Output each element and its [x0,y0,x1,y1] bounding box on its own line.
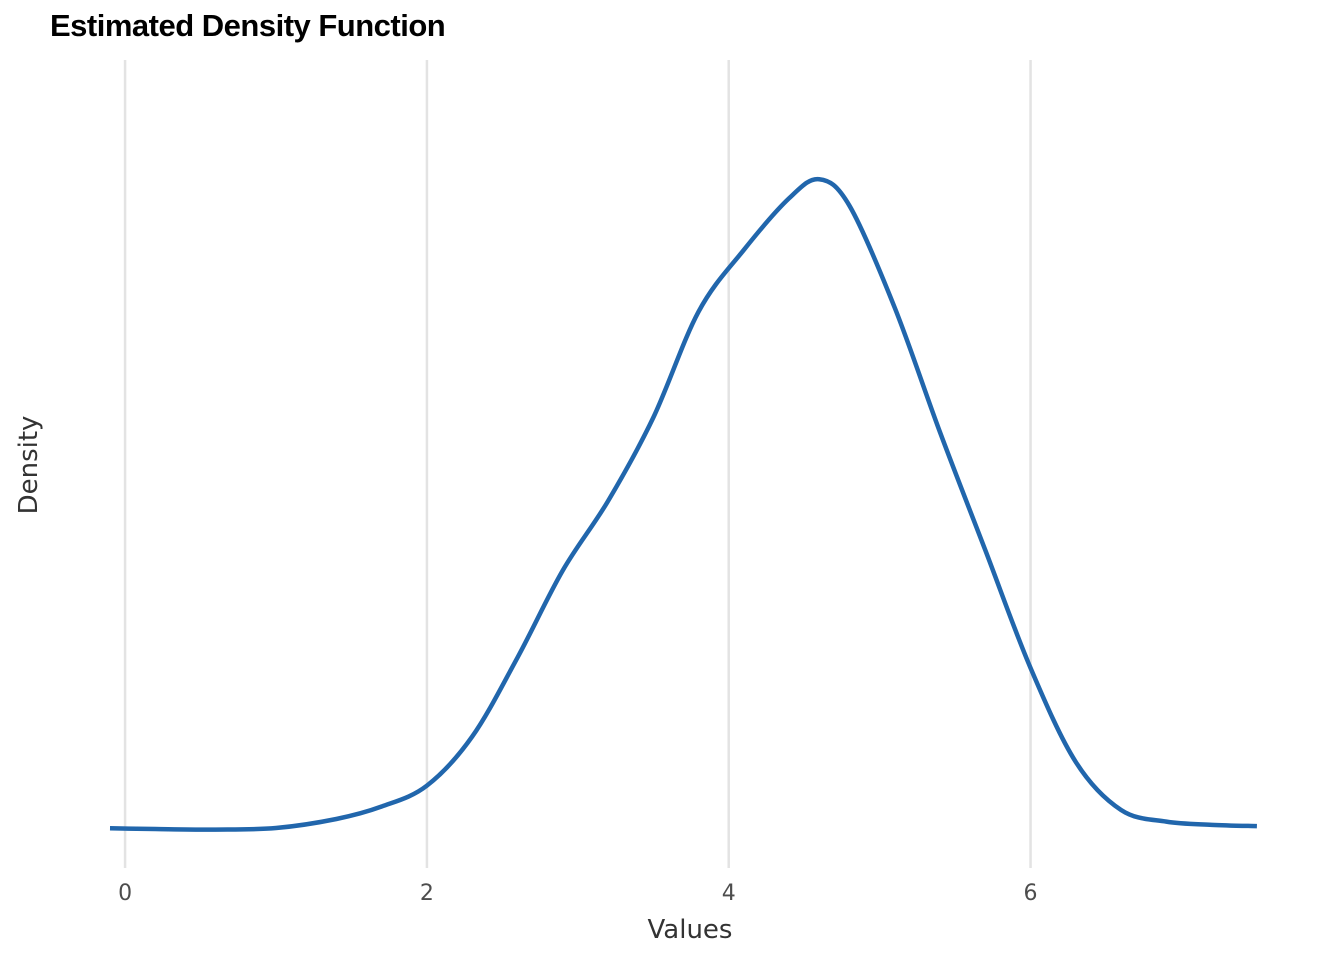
y-axis-title: Density [14,416,44,515]
x-axis-title: Values [648,915,733,945]
chart-title: Estimated Density Function [50,8,446,43]
x-tick-label: 0 [118,881,132,906]
x-tick-label: 6 [1024,881,1038,906]
series-layer [109,176,1257,832]
x-tick-labels: 0 2 4 6 [118,881,1037,906]
x-tick-label: 4 [722,881,736,906]
density-curve [109,176,1257,832]
grid-lines [123,60,1032,868]
x-tick-label: 2 [420,881,434,906]
